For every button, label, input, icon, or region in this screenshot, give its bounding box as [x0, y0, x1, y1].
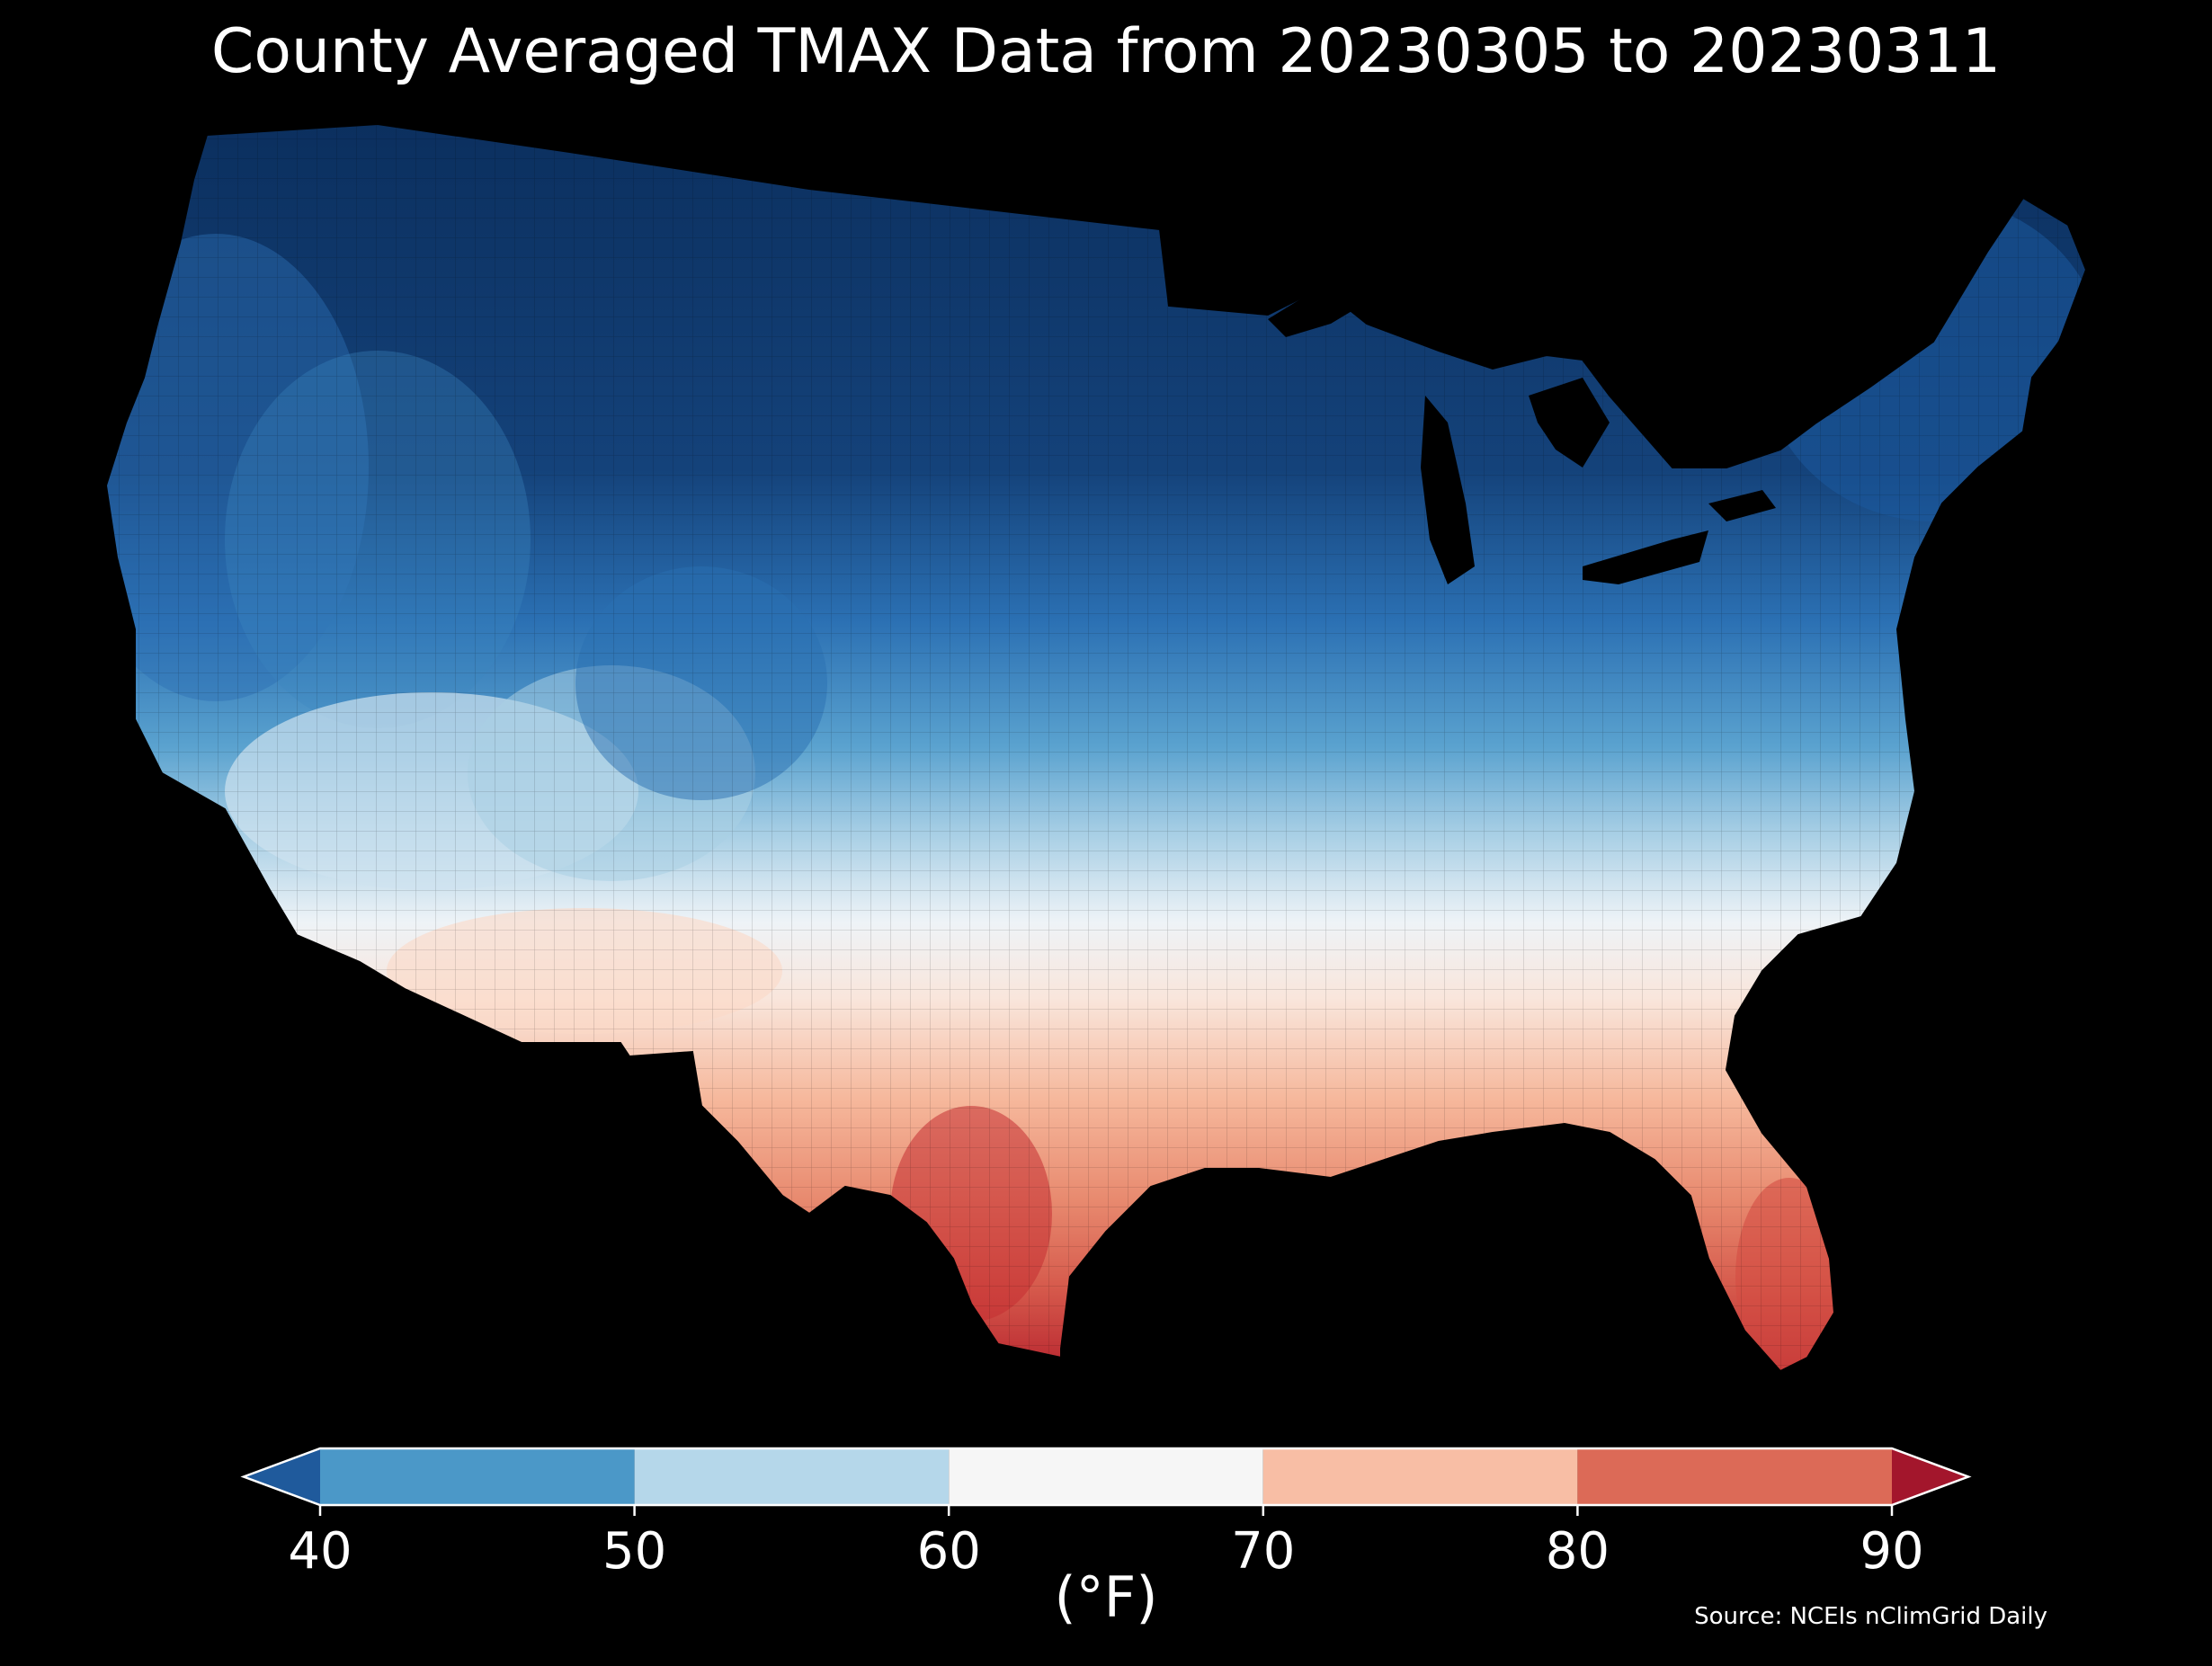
source-credit: Source: NCEIs nClimGrid Daily [1694, 1603, 2047, 1630]
conus-map [105, 123, 2087, 1372]
colorbar-tick-label-5: 90 [1860, 1522, 1923, 1581]
colorbar-bin-0 [320, 1448, 635, 1505]
colorbar-tick-label-4: 80 [1546, 1522, 1610, 1581]
colorbar-bin-2 [949, 1448, 1263, 1505]
colorbar-extend-over [1892, 1448, 1968, 1505]
colorbar: 40 50 60 70 80 90 [240, 1447, 1972, 1581]
colorbar-tick-label-2: 60 [917, 1522, 981, 1581]
colorbar-unit-label: (°F) [1054, 1564, 1158, 1630]
colorbar-tick-label-3: 70 [1231, 1522, 1295, 1581]
county-borders [106, 124, 2086, 1371]
colorbar-bin-4 [1577, 1448, 1892, 1505]
colorbar-tick-label-1: 50 [602, 1522, 666, 1581]
map-title: County Averaged TMAX Data from 20230305 … [210, 16, 2002, 87]
colorbar-bin-1 [634, 1448, 950, 1505]
great-lakes [1268, 270, 1776, 584]
colorbar-extend-under [244, 1448, 320, 1505]
colorbar-tick-label-0: 40 [288, 1522, 352, 1581]
colorbar-bin-3 [1262, 1448, 1578, 1505]
